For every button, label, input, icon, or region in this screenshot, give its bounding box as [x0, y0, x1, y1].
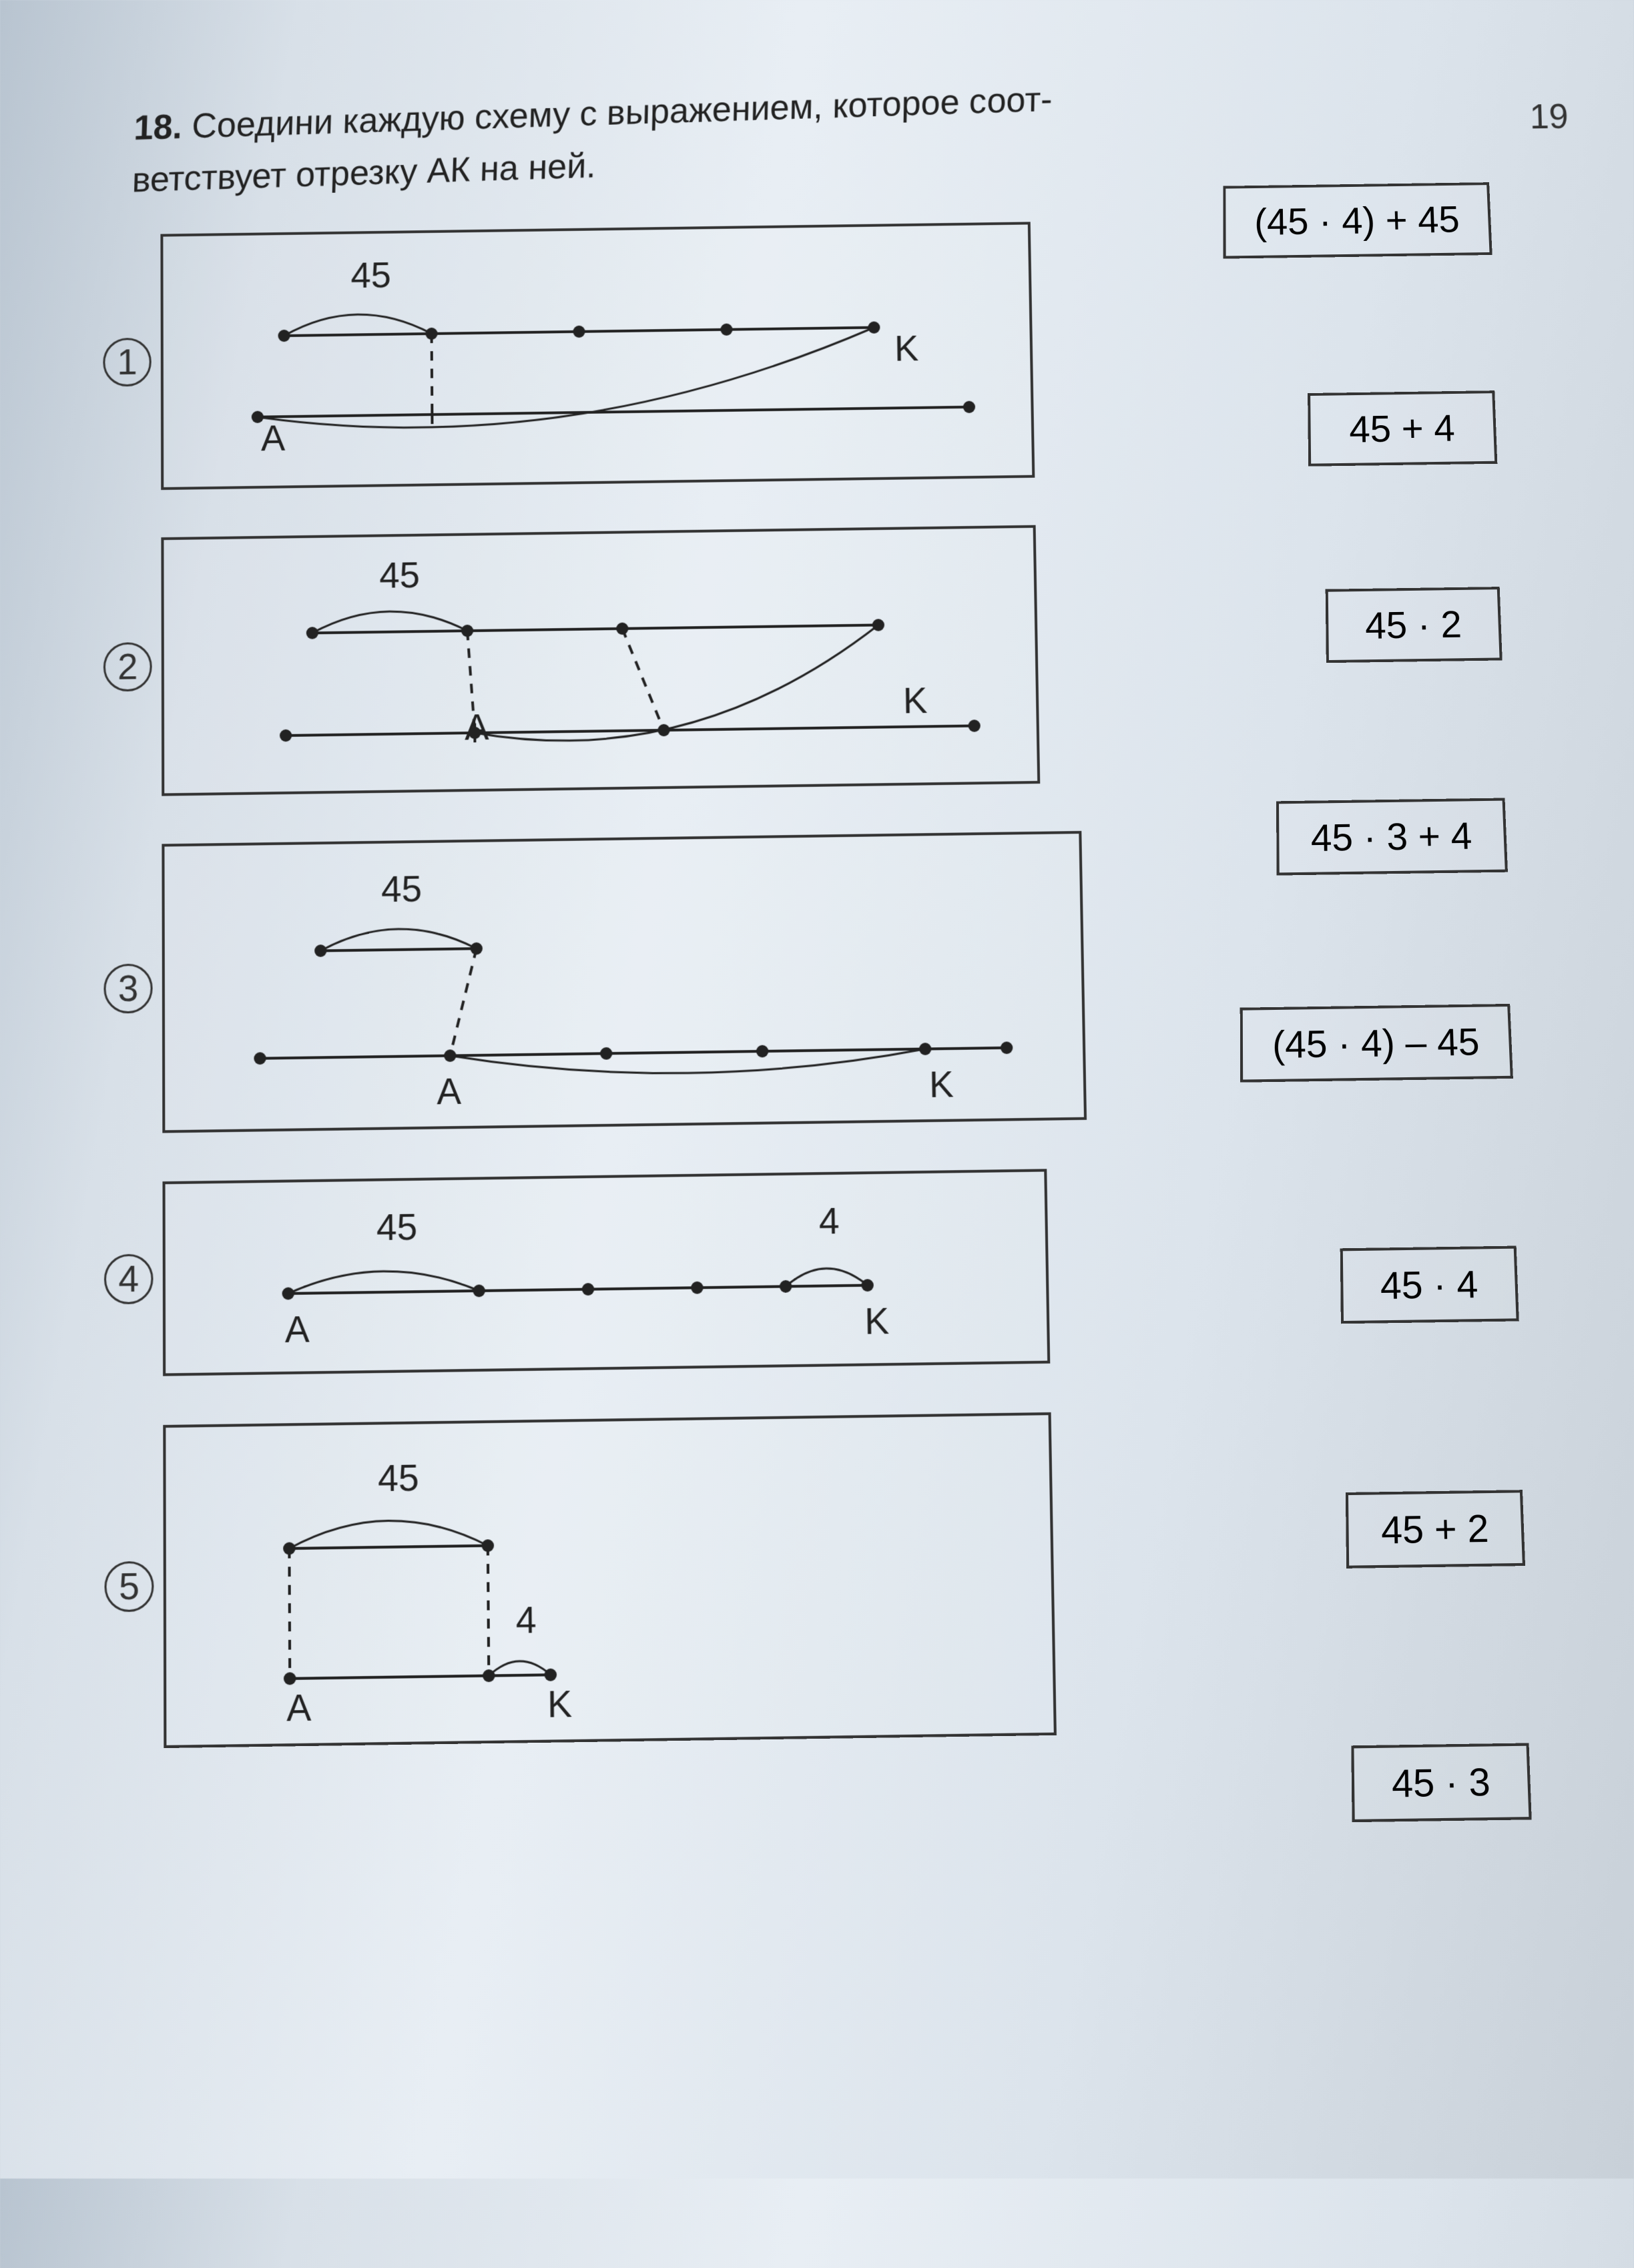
- svg-text:A: A: [465, 707, 489, 748]
- problem-text-1: Соедини каждую схему с выражением, котор…: [192, 80, 1053, 146]
- svg-text:K: K: [902, 680, 927, 722]
- diagram-marker-1: 1: [93, 338, 161, 387]
- diagram-marker-5: 5: [95, 1561, 164, 1612]
- svg-text:A: A: [285, 1308, 310, 1350]
- svg-text:45: 45: [378, 1457, 419, 1500]
- diagram-box-4: 45 4 A K: [162, 1169, 1050, 1376]
- svg-text:4: 4: [818, 1200, 839, 1242]
- problem-text-2: ветствует отрезку АК на ней.: [131, 146, 596, 200]
- svg-text:45: 45: [376, 1206, 418, 1248]
- svg-text:K: K: [547, 1683, 573, 1725]
- diagram-box-2: 45 A K: [161, 525, 1040, 796]
- svg-text:A: A: [261, 418, 285, 459]
- expression-box-1: (45 · 4) + 45: [1223, 182, 1492, 258]
- expression-box-2: 45 + 4: [1308, 390, 1497, 467]
- expression-box-3: 45 · 2: [1326, 587, 1503, 663]
- svg-text:A: A: [437, 1071, 461, 1113]
- diagram-box-5: 45 4 A K: [163, 1412, 1057, 1748]
- svg-text:K: K: [864, 1300, 890, 1342]
- diagram-marker-4: 4: [95, 1253, 163, 1304]
- expression-box-6: 45 · 4: [1340, 1246, 1519, 1324]
- diagram-box-3: 45 A K: [162, 831, 1087, 1133]
- expression-box-8: 45 · 3: [1351, 1743, 1531, 1822]
- svg-text:45: 45: [350, 255, 391, 296]
- svg-text:4: 4: [516, 1599, 537, 1642]
- expression-box-4: 45 · 3 + 4: [1276, 798, 1508, 876]
- svg-text:45: 45: [381, 868, 422, 910]
- problem-number: 18.: [133, 107, 183, 148]
- diagram-marker-3: 3: [94, 963, 162, 1014]
- expression-box-5: (45 · 4) – 45: [1240, 1004, 1513, 1083]
- svg-text:45: 45: [379, 555, 420, 596]
- diagram-box-1: 45 A K: [160, 222, 1035, 490]
- diagram-marker-2: 2: [94, 642, 162, 692]
- expressions-column: (45 · 4) + 4545 + 445 · 245 · 3 + 4(45 ·…: [1182, 182, 1490, 186]
- expression-box-7: 45 + 2: [1346, 1490, 1525, 1569]
- svg-text:K: K: [929, 1064, 955, 1106]
- svg-text:K: K: [894, 328, 919, 369]
- diagram-row-5: 5 45 4 A K: [95, 1404, 1625, 1749]
- next-problem-number: 19: [1529, 97, 1569, 137]
- svg-text:A: A: [286, 1687, 311, 1729]
